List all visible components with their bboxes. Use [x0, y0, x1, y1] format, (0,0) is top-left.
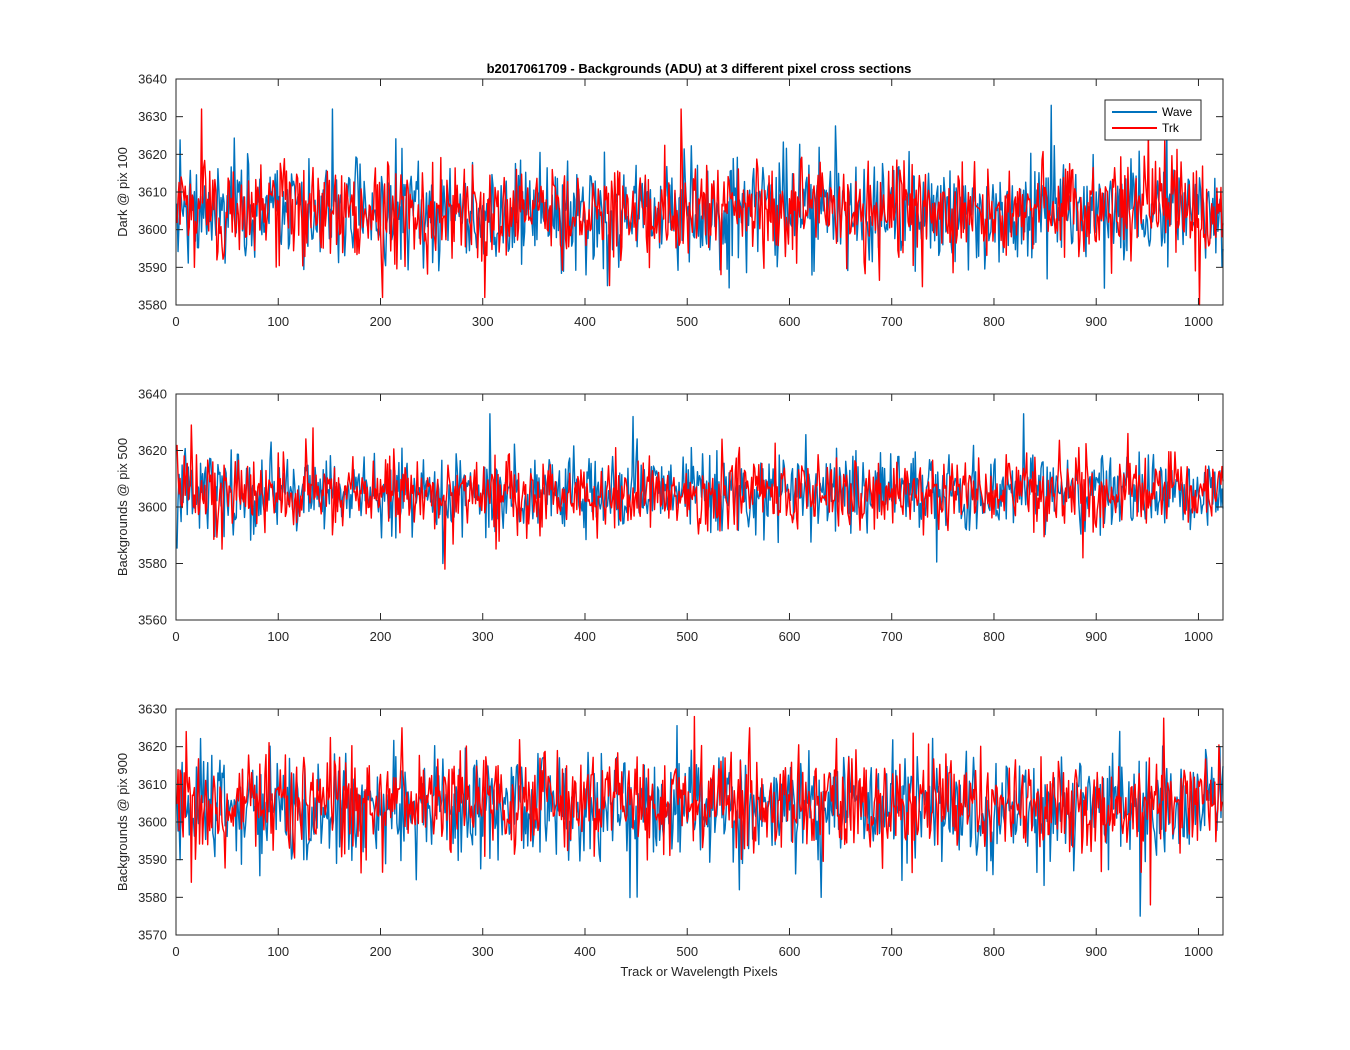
panel-1-series-wave-line: [176, 104, 1224, 289]
panel-1: 0 100 200 300 400 500 600 700 800 900 1000 3580 3590…: [115, 72, 1224, 329]
panel-3-ytick-label: 3590: [138, 852, 167, 867]
panel-2-series-trk-line: [176, 424, 1224, 570]
panel-2-xtick-label: 100: [267, 629, 289, 644]
panel-1-xtick-label: 100: [267, 314, 289, 329]
panel-1-ytick-label: 3620: [138, 147, 167, 162]
panel-1-ytick-label: 3580: [138, 298, 167, 313]
panel-3-series-trk-line: [176, 715, 1224, 906]
panel-2-ytick-label: 3560: [138, 613, 167, 628]
panel-1-ylabel: Dark @ pix 100: [115, 147, 130, 237]
panel-1-xtick-label: 200: [370, 314, 392, 329]
panel-3-ytick-label: 3580: [138, 890, 167, 905]
panel-3-xtick-label: 900: [1085, 944, 1107, 959]
panel-1-ytick-label: 3630: [138, 109, 167, 124]
panel-2-ytick-label: 3640: [138, 387, 167, 402]
panel-3-xtick-label: 800: [983, 944, 1005, 959]
panel-1-xtick-label: 300: [472, 314, 494, 329]
panel-3-xtick-label: 700: [881, 944, 903, 959]
panel-1-xtick-label: 900: [1085, 314, 1107, 329]
panel-3-xtick-label: 400: [574, 944, 596, 959]
panel-2-xtick-label: 500: [676, 629, 698, 644]
panel-2-ytick-label: 3620: [138, 443, 167, 458]
panel-1-ytick-label: 3590: [138, 260, 167, 275]
panel-3-ytick-label: 3610: [138, 777, 167, 792]
panel-1-xtick-label: 400: [574, 314, 596, 329]
panel-3: 0 100 200 300 400 500 600 700 800 900 1000 3570 3580…: [115, 702, 1224, 979]
panel-2-xtick-label: 300: [472, 629, 494, 644]
panel-1-xtick-label: 800: [983, 314, 1005, 329]
panel-2-xtick-label: 700: [881, 629, 903, 644]
legend-label-trk: Trk: [1162, 121, 1180, 135]
panel-2-ytick-label: 3580: [138, 556, 167, 571]
legend: Wave Trk: [1104, 99, 1202, 141]
panel-3-ytick-label: 3600: [138, 815, 167, 830]
panel-1-series-trk-line: [176, 108, 1224, 306]
panel-1-xtick-label: 0: [172, 314, 179, 329]
panel-2-series-layer: [176, 413, 1224, 570]
panel-3-xtick-label: 200: [370, 944, 392, 959]
panel-2-ylabel: Backgrounds @ pix 500: [115, 438, 130, 576]
panel-3-xtick-label: 1000: [1184, 944, 1213, 959]
panel-3-ticks: 0 100 200 300 400 500 600 700 800 900 1000 3570 3580…: [138, 702, 1223, 959]
panel-3-series-layer: [176, 715, 1224, 917]
panel-2-xtick-label: 800: [983, 629, 1005, 644]
panel-1-xtick-label: 1000: [1184, 314, 1213, 329]
panel-1-ytick-label: 3610: [138, 185, 167, 200]
panel-2-xtick-label: 1000: [1184, 629, 1213, 644]
legend-box: [1104, 99, 1202, 141]
panel-3-ytick-label: 3630: [138, 702, 167, 717]
panel-3-xtick-label: 0: [172, 944, 179, 959]
legend-label-wave: Wave: [1162, 105, 1193, 119]
panel-3-ylabel: Backgrounds @ pix 900: [115, 753, 130, 891]
panel-1-ytick-label: 3640: [138, 72, 167, 87]
panel-3-xtick-label: 100: [267, 944, 289, 959]
panel-1-ytick-label: 3600: [138, 222, 167, 237]
panel-2-ticks: 0 100 200 300 400 500 600 700 800 900 1000 3560 3580…: [138, 387, 1223, 644]
panel-3-xtick-label: 600: [779, 944, 801, 959]
panel-1-xtick-label: 500: [676, 314, 698, 329]
panel-2-xtick-label: 900: [1085, 629, 1107, 644]
panel-2-xtick-label: 200: [370, 629, 392, 644]
panel-3-ytick-label: 3620: [138, 739, 167, 754]
panel-3-xtick-label: 300: [472, 944, 494, 959]
panel-1-ticks: 0 100 200 300 400 500 600 700 800 900 1000 3580 3590…: [138, 72, 1223, 329]
panel-2-xtick-label: 600: [779, 629, 801, 644]
panel-3-ytick-label: 3570: [138, 928, 167, 943]
panel-2-xtick-label: 0: [172, 629, 179, 644]
panel-1-xtick-label: 600: [779, 314, 801, 329]
panel-3-xlabel: Track or Wavelength Pixels: [620, 964, 778, 979]
panel-2: 0 100 200 300 400 500 600 700 800 900 1000 3560 3580…: [115, 387, 1224, 644]
figure-title: b2017061709 - Backgrounds (ADU) at 3 dif…: [487, 61, 912, 76]
panel-2-xtick-label: 400: [574, 629, 596, 644]
panel-3-xtick-label: 500: [676, 944, 698, 959]
panel-2-ytick-label: 3600: [138, 500, 167, 515]
panel-1-xtick-label: 700: [881, 314, 903, 329]
panel-3-series-wave-line: [176, 724, 1224, 917]
panel-1-series-layer: [176, 104, 1224, 306]
